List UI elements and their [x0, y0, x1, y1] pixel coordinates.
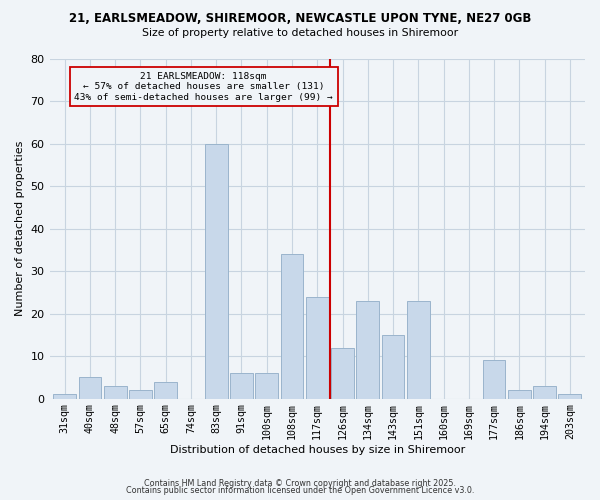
Bar [533, 386, 556, 398]
Bar [205, 144, 227, 399]
Bar [256, 373, 278, 398]
Bar [79, 378, 101, 398]
Bar [407, 301, 430, 398]
Y-axis label: Number of detached properties: Number of detached properties [15, 141, 25, 316]
Bar [281, 254, 304, 398]
Bar [306, 296, 329, 398]
Bar [154, 382, 177, 398]
Bar [356, 301, 379, 398]
Bar [53, 394, 76, 398]
Bar [230, 373, 253, 398]
Text: Size of property relative to detached houses in Shiremoor: Size of property relative to detached ho… [142, 28, 458, 38]
Bar [104, 386, 127, 398]
Bar [129, 390, 152, 398]
Bar [483, 360, 505, 399]
Bar [382, 335, 404, 398]
Text: 21 EARLSMEADOW: 118sqm
← 57% of detached houses are smaller (131)
43% of semi-de: 21 EARLSMEADOW: 118sqm ← 57% of detached… [74, 72, 333, 102]
X-axis label: Distribution of detached houses by size in Shiremoor: Distribution of detached houses by size … [170, 445, 465, 455]
Bar [508, 390, 530, 398]
Bar [559, 394, 581, 398]
Bar [331, 348, 354, 399]
Text: 21, EARLSMEADOW, SHIREMOOR, NEWCASTLE UPON TYNE, NE27 0GB: 21, EARLSMEADOW, SHIREMOOR, NEWCASTLE UP… [69, 12, 531, 26]
Text: Contains HM Land Registry data © Crown copyright and database right 2025.: Contains HM Land Registry data © Crown c… [144, 478, 456, 488]
Text: Contains public sector information licensed under the Open Government Licence v3: Contains public sector information licen… [126, 486, 474, 495]
